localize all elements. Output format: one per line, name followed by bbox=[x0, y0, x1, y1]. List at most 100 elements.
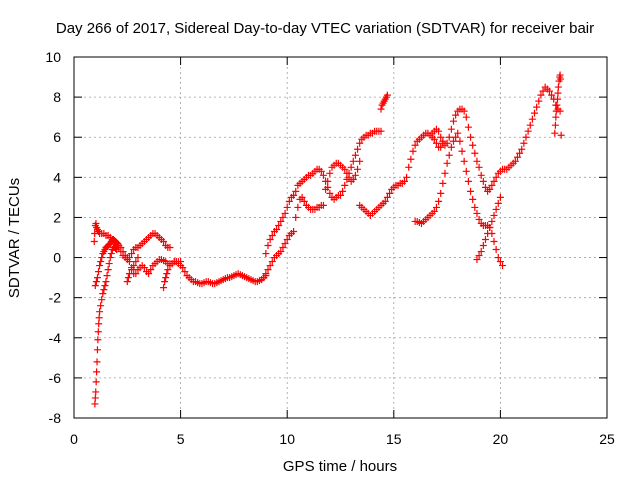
data-point bbox=[513, 153, 521, 161]
data-point bbox=[441, 169, 449, 177]
data-point bbox=[145, 270, 153, 278]
series-arc-h bbox=[322, 157, 364, 193]
data-point bbox=[469, 195, 477, 203]
series-arc-c bbox=[91, 244, 121, 408]
data-point bbox=[494, 199, 502, 207]
data-point bbox=[119, 248, 127, 256]
data-point bbox=[104, 266, 112, 274]
data-point bbox=[516, 149, 524, 157]
data-point bbox=[277, 217, 285, 225]
data-point bbox=[93, 274, 101, 282]
series-arc-d bbox=[123, 254, 142, 286]
data-point bbox=[283, 203, 291, 211]
data-point bbox=[383, 193, 391, 201]
data-point bbox=[460, 157, 468, 165]
data-point bbox=[337, 191, 344, 199]
data-point bbox=[92, 378, 100, 386]
data-point bbox=[377, 105, 385, 113]
series-arc-i bbox=[356, 129, 447, 219]
x-tick-labels: 0 5 10 15 20 25 bbox=[70, 431, 615, 447]
chart-title: Day 266 of 2017, Sidereal Day-to-day VTE… bbox=[56, 20, 594, 37]
data-point bbox=[112, 245, 120, 253]
data-point bbox=[481, 236, 489, 244]
data-point bbox=[319, 201, 327, 209]
data-point bbox=[437, 133, 445, 141]
data-point bbox=[279, 244, 287, 252]
series-arc-l bbox=[428, 83, 564, 195]
data-point bbox=[537, 91, 545, 99]
data-point bbox=[101, 282, 109, 290]
data-point bbox=[281, 209, 289, 217]
data-point bbox=[317, 167, 325, 175]
data-point bbox=[266, 236, 274, 244]
data-points bbox=[90, 71, 565, 408]
data-point bbox=[467, 133, 475, 141]
data-point bbox=[117, 244, 125, 252]
data-point bbox=[341, 165, 349, 173]
series-arc-m bbox=[473, 193, 504, 264]
data-point bbox=[113, 246, 121, 254]
data-point bbox=[411, 141, 419, 149]
data-point bbox=[486, 185, 494, 193]
data-point bbox=[96, 262, 104, 270]
data-point bbox=[93, 368, 101, 376]
data-point bbox=[469, 141, 477, 149]
data-point bbox=[435, 197, 443, 205]
data-point bbox=[554, 89, 562, 97]
series-arc-n bbox=[551, 71, 565, 139]
data-point bbox=[545, 87, 553, 95]
data-point bbox=[432, 139, 440, 147]
series-arc-a bbox=[90, 219, 174, 264]
y-tick-label: 4 bbox=[53, 169, 61, 185]
data-point bbox=[430, 135, 438, 143]
data-point bbox=[477, 248, 485, 256]
x-tick-label: 15 bbox=[386, 431, 402, 447]
data-point bbox=[452, 133, 460, 141]
data-point bbox=[526, 121, 534, 129]
series-arc-g bbox=[260, 193, 327, 282]
data-point bbox=[496, 193, 504, 201]
data-point bbox=[347, 163, 355, 171]
data-point bbox=[386, 189, 394, 197]
data-point bbox=[341, 181, 349, 189]
data-point bbox=[132, 270, 140, 278]
data-point bbox=[522, 133, 530, 141]
data-point bbox=[473, 209, 481, 217]
data-point bbox=[97, 258, 105, 266]
data-point bbox=[290, 191, 298, 199]
data-point bbox=[345, 173, 353, 181]
y-tick-label: -2 bbox=[49, 290, 62, 306]
data-point bbox=[91, 282, 99, 290]
data-point bbox=[464, 123, 472, 131]
x-tick-label: 10 bbox=[279, 431, 295, 447]
data-point bbox=[439, 179, 447, 187]
data-point bbox=[292, 213, 300, 221]
data-point bbox=[511, 157, 519, 165]
data-point bbox=[552, 107, 560, 115]
data-point bbox=[553, 101, 561, 109]
data-point bbox=[484, 229, 492, 237]
data-point bbox=[447, 125, 455, 133]
data-point bbox=[181, 268, 189, 276]
data-point bbox=[319, 171, 327, 179]
data-point bbox=[551, 129, 559, 137]
data-point bbox=[106, 254, 114, 262]
data-point bbox=[462, 113, 470, 121]
data-point bbox=[435, 127, 443, 135]
data-point bbox=[405, 163, 413, 171]
x-tick-label: 20 bbox=[493, 431, 509, 447]
data-point bbox=[264, 242, 272, 250]
data-point bbox=[260, 274, 268, 282]
y-tick-label: -6 bbox=[49, 370, 62, 386]
data-point bbox=[475, 252, 483, 260]
series-arc-e bbox=[160, 258, 185, 292]
data-point bbox=[445, 133, 453, 141]
data-point bbox=[94, 336, 102, 344]
data-point bbox=[322, 185, 330, 193]
data-point bbox=[447, 143, 455, 151]
plot-frame bbox=[73, 56, 608, 419]
data-point bbox=[105, 260, 113, 268]
data-point bbox=[92, 219, 100, 227]
data-point bbox=[92, 278, 100, 286]
data-point bbox=[132, 258, 140, 266]
